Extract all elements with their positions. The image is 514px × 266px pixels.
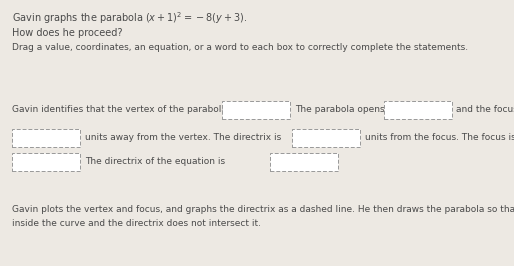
Text: Drag a value, coordinates, an equation, or a word to each box to correctly compl: Drag a value, coordinates, an equation, … [12, 44, 468, 52]
Text: Gavin identifies that the vertex of the parabola is: Gavin identifies that the vertex of the … [12, 106, 237, 114]
FancyBboxPatch shape [12, 153, 80, 171]
FancyBboxPatch shape [270, 153, 338, 171]
Text: How does he proceed?: How does he proceed? [12, 28, 122, 38]
Text: units from the focus. The focus is the point: units from the focus. The focus is the p… [365, 134, 514, 143]
Text: inside the curve and the directrix does not intersect it.: inside the curve and the directrix does … [12, 218, 261, 227]
Text: and the focus is: and the focus is [456, 106, 514, 114]
Text: Gavin plots the vertex and focus, and graphs the directrix as a dashed line. He : Gavin plots the vertex and focus, and gr… [12, 206, 514, 214]
FancyBboxPatch shape [222, 101, 290, 119]
Text: Gavin graphs the parabola $(x+1)^{2}=-8(y+3)$.: Gavin graphs the parabola $(x+1)^{2}=-8(… [12, 10, 247, 26]
Text: The parabola opens: The parabola opens [295, 106, 384, 114]
FancyBboxPatch shape [12, 129, 80, 147]
Text: The directrix of the equation is: The directrix of the equation is [85, 157, 225, 167]
FancyBboxPatch shape [292, 129, 360, 147]
Text: units away from the vertex. The directrix is: units away from the vertex. The directri… [85, 134, 281, 143]
FancyBboxPatch shape [384, 101, 452, 119]
